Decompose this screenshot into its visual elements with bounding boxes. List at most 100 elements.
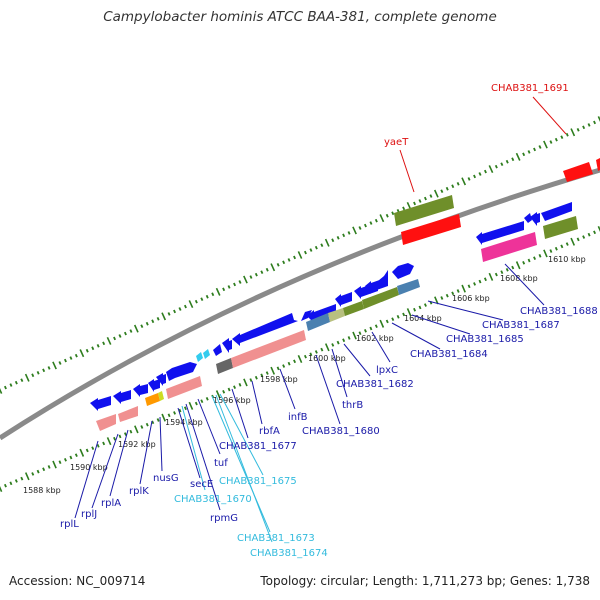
ruler-label-1598: 1598 kbp [260, 375, 298, 384]
major-tick [488, 165, 494, 174]
minor-tick [342, 233, 346, 238]
ruler-label-1602: 1602 kbp [356, 334, 394, 343]
ruler-label-1606: 1606 kbp [452, 294, 490, 303]
minor-tick [129, 429, 133, 434]
major-tick [0, 485, 3, 493]
major-tick [297, 251, 303, 259]
major-tick [570, 237, 576, 246]
gene-label-CHAB381_1674: CHAB381_1674 [250, 548, 328, 559]
cds-feature [232, 313, 298, 346]
minor-tick [118, 334, 122, 338]
minor-tick [129, 329, 133, 333]
minor-tick [183, 406, 187, 411]
gene-label-CHAB381_1684: CHAB381_1684 [410, 349, 488, 360]
minor-tick [527, 150, 531, 154]
gene-label-rbfA: rbfA [259, 426, 280, 437]
minor-tick [374, 218, 378, 223]
minor-tick [418, 305, 422, 310]
leader-line [219, 393, 264, 476]
major-tick [215, 287, 221, 296]
minor-tick [549, 249, 553, 253]
ruler-label-1610: 1610 kbp [548, 255, 586, 264]
minor-tick [14, 479, 18, 483]
olive-feature [362, 287, 399, 309]
inner-tick-ring [0, 225, 600, 493]
cds-feature [222, 338, 232, 353]
cds-feature [476, 221, 524, 245]
minor-tick [396, 314, 400, 319]
minor-tick [533, 147, 537, 152]
minor-tick [593, 230, 597, 235]
cds-feature [378, 270, 388, 283]
minor-tick [385, 213, 389, 218]
major-tick [24, 472, 30, 481]
minor-tick [358, 226, 362, 230]
gene-labels: rplL rplJ rplA rplK nusG secE CHAB381_16… [60, 83, 598, 559]
major-tick [106, 336, 112, 345]
major-tick [515, 261, 521, 270]
major-tick [352, 226, 357, 235]
gene-label-lpxC: lpxC [376, 365, 398, 376]
leader-line [211, 395, 271, 533]
minor-tick [500, 162, 504, 166]
minor-tick [254, 375, 258, 380]
minor-tick [369, 326, 373, 331]
gene-label-rplL: rplL [60, 519, 79, 530]
major-tick [461, 284, 466, 293]
minor-tick [445, 186, 449, 191]
leader-line [139, 420, 153, 485]
minor-tick [456, 289, 460, 293]
minor-tick [36, 469, 40, 474]
ruler-label-1588: 1588 kbp [23, 486, 61, 495]
gene-label-CHAB381_1670: CHAB381_1670 [174, 494, 252, 505]
ruler-label-1594: 1594 kbp [165, 418, 203, 427]
minor-tick [222, 390, 226, 394]
minor-tick [478, 279, 482, 284]
major-tick [161, 312, 167, 321]
minor-tick [173, 309, 177, 314]
olive-feature [394, 195, 454, 226]
minor-tick [265, 371, 269, 375]
gene-label-CHAB381_1691: CHAB381_1691 [491, 83, 569, 94]
minor-tick [58, 460, 62, 465]
minor-tick [31, 472, 35, 476]
minor-tick [282, 364, 286, 368]
major-tick [106, 437, 112, 446]
red-feature [563, 162, 593, 182]
minor-tick [227, 387, 231, 392]
minor-tick [9, 481, 13, 486]
minor-tick [467, 284, 471, 289]
gene-label-CHAB381_1673: CHAB381_1673 [237, 533, 315, 544]
minor-tick [85, 448, 89, 453]
minor-tick [560, 135, 564, 139]
minor-tick [533, 256, 537, 260]
minor-tick [483, 169, 487, 174]
rrna-feature [166, 376, 202, 399]
minor-tick [549, 140, 553, 144]
minor-tick [47, 366, 51, 370]
minor-tick [374, 324, 378, 328]
cds-feature [166, 362, 197, 381]
minor-tick [511, 265, 515, 270]
major-tick [570, 128, 576, 137]
cds-feature [524, 213, 532, 223]
minor-tick [233, 282, 237, 287]
minor-tick [445, 293, 449, 298]
minor-tick [500, 270, 504, 275]
minor-tick [20, 378, 24, 382]
major-tick [543, 140, 548, 149]
major-tick [161, 413, 166, 422]
minor-tick [167, 312, 171, 316]
minor-tick [336, 236, 340, 240]
minor-tick [183, 304, 187, 309]
minor-tick [36, 371, 40, 375]
minor-tick [505, 159, 509, 164]
minor-tick [42, 467, 46, 472]
cds-feature [392, 263, 414, 279]
minor-tick [227, 285, 231, 289]
ruler-label-1596: 1596 kbp [213, 396, 251, 405]
major-tick [133, 324, 139, 333]
major-tick [379, 319, 385, 328]
gene-label-nusG: nusG [153, 473, 179, 484]
major-tick [324, 238, 330, 247]
